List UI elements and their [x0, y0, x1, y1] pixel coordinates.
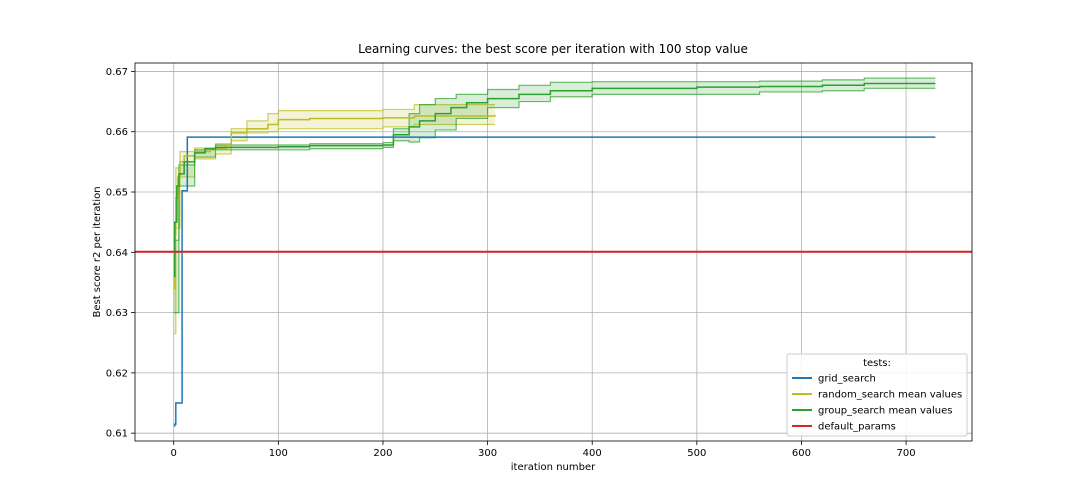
y-axis-label: Best score r2 per iteration [92, 186, 103, 317]
y-tick-label: 0.61 [106, 429, 128, 440]
series-line-random-search-mean-values [173, 114, 496, 290]
band-lower-group-search-mean-values [173, 87, 936, 314]
legend-label-grid-search: grid_search [818, 374, 876, 385]
x-tick-label: 500 [687, 448, 706, 459]
legend-label-random-search-mean-values: random_search mean values [818, 390, 962, 401]
band-upper-random-search-mean-values [173, 104, 495, 229]
band-lower-random-search-mean-values [173, 123, 495, 335]
y-tick-label: 0.65 [106, 188, 128, 199]
y-tick-label: 0.63 [106, 308, 128, 319]
series-lines [135, 82, 972, 427]
band-upper-group-search-mean-values [173, 77, 936, 241]
x-axis-label: iteration number [511, 462, 596, 473]
y-tick-label: 0.67 [106, 67, 128, 78]
x-tick-label: 700 [897, 448, 916, 459]
x-tick-label: 300 [478, 448, 497, 459]
y-tick-label: 0.62 [106, 368, 128, 379]
legend-entries: grid_search random_search mean values grou… [792, 374, 962, 433]
legend: tests: grid_search random_search mean val… [786, 353, 968, 437]
series-line-grid-search [173, 136, 936, 427]
x-tick-label: 400 [583, 448, 602, 459]
x-tick-label: 600 [792, 448, 811, 459]
x-tick-label: 0 [171, 448, 177, 459]
band-fill-random-search-mean-values [173, 104, 495, 334]
series-line-group-search-mean-values [173, 82, 936, 278]
legend-box [786, 353, 968, 437]
y-tick-label: 0.64 [106, 248, 128, 259]
y-tick-label: 0.66 [106, 127, 128, 138]
legend-label-group-search-mean-values: group_search mean values [818, 406, 953, 417]
confidence-bands [173, 77, 936, 335]
chart-title: Learning curves: the best score per iter… [358, 42, 748, 56]
legend-title: tests: [863, 358, 891, 369]
legend-label-default-params: default_params [818, 422, 896, 433]
x-tick-label: 200 [373, 448, 392, 459]
axis-ticks: 0 100 200 300 400 500 600 700 0.61 0.62 0.63 0.64 0.… [106, 67, 916, 459]
x-tick-label: 100 [269, 448, 288, 459]
